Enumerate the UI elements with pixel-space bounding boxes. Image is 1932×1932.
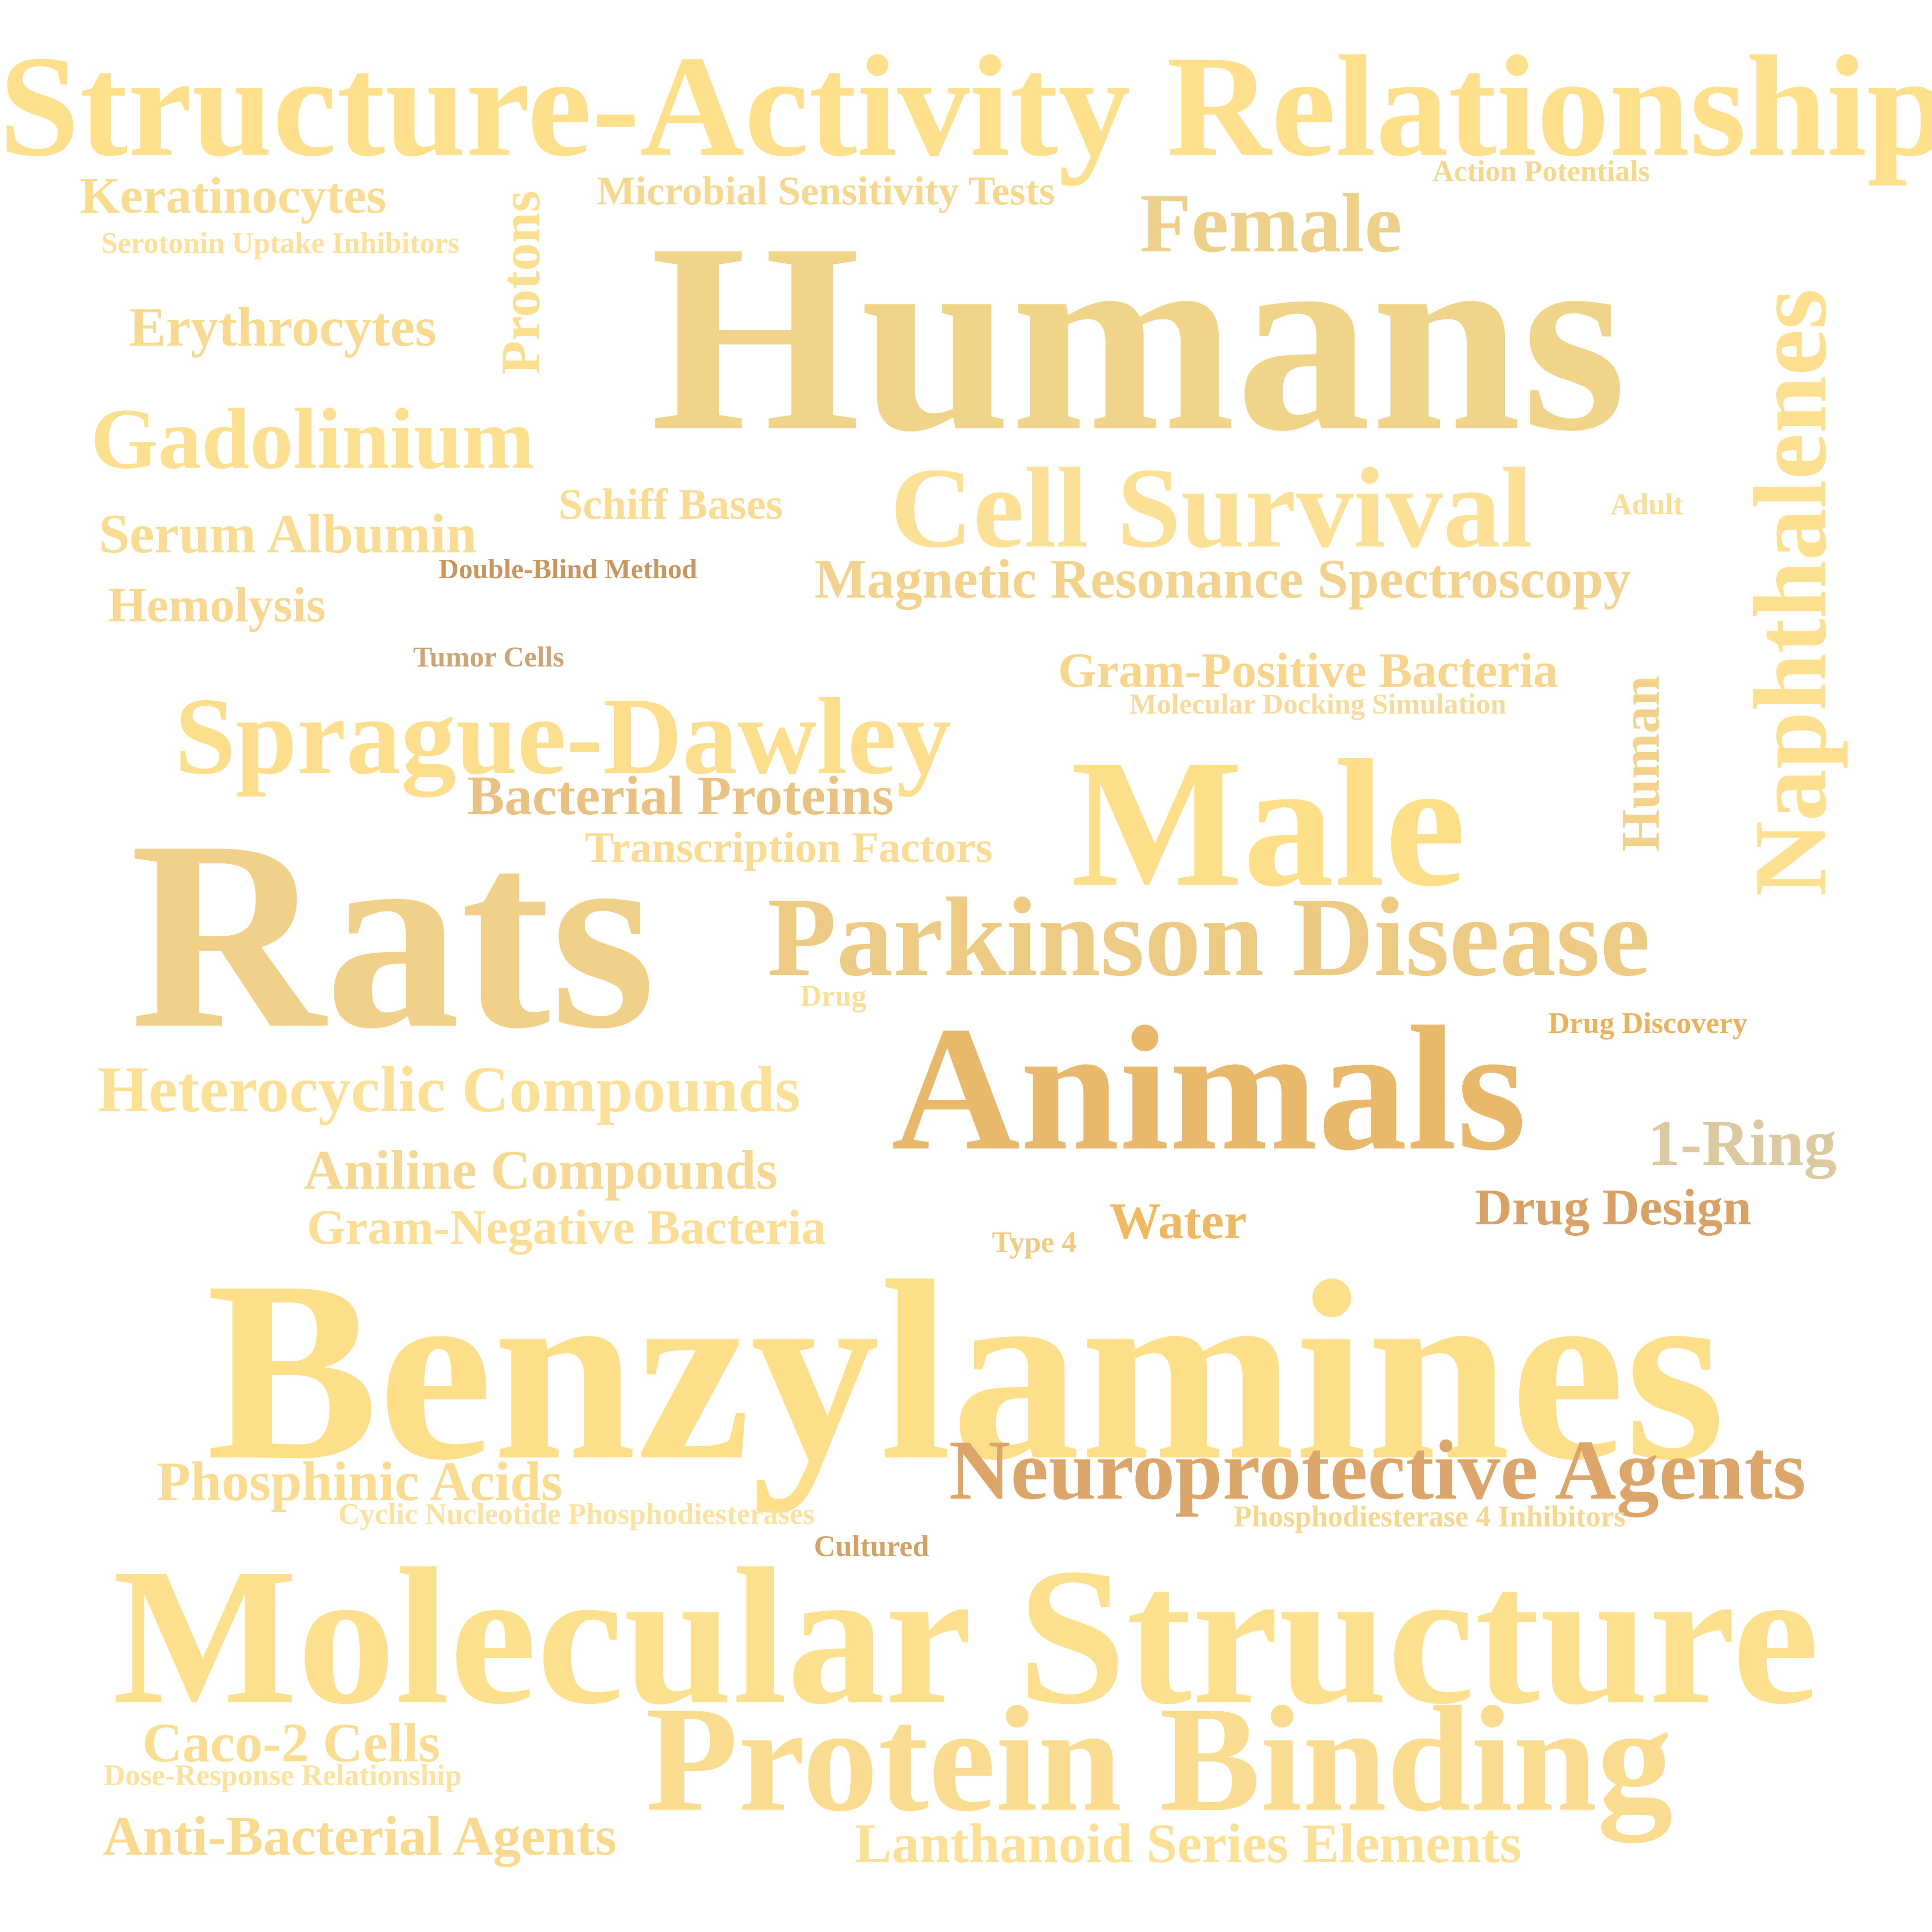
word-serotonin-uptake-inhibitors: Serotonin Uptake Inhibitors xyxy=(101,227,460,259)
word-phosphinic-acids: Phosphinic Acids xyxy=(156,1451,563,1512)
word-cultured: Cultured xyxy=(813,1530,930,1563)
word-protein-binding: Protein Binding xyxy=(645,1675,1673,1843)
word-magnetic-resonance-spectroscopy: Magnetic Resonance Spectroscopy xyxy=(814,548,1631,610)
word-molecular-structure: Molecular Structure xyxy=(112,1528,1819,1745)
word-gram-negative-bacteria: Gram-Negative Bacteria xyxy=(307,1200,826,1255)
word-rats: Rats xyxy=(130,785,656,1085)
word-male: Male xyxy=(1070,722,1466,924)
word-drug-discovery: Drug Discovery xyxy=(1548,1007,1747,1039)
word-erythrocytes: Erythrocytes xyxy=(129,297,436,358)
word-lanthanoid-series-elements: Lanthanoid Series Elements xyxy=(854,1813,1522,1874)
word-neuroprotective-agents: Neuroprotective Agents xyxy=(949,1423,1806,1517)
word-molecular-docking-simulation: Molecular Docking Simulation xyxy=(1129,688,1506,720)
word-gadolinium: Gadolinium xyxy=(90,390,535,487)
word-double-blind-method: Double-Blind Method xyxy=(438,554,697,585)
word-keratinocytes: Keratinocytes xyxy=(79,167,387,224)
word-bacterial-proteins: Bacterial Proteins xyxy=(467,765,894,827)
word-heterocyclic-compounds: Heterocyclic Compounds xyxy=(97,1053,801,1126)
word-type-4: Type 4 xyxy=(992,1226,1077,1259)
word-adult: Adult xyxy=(1610,488,1683,521)
word-naphthalenes: Naphthalenes xyxy=(1733,289,1848,897)
word-cell-survival: Cell Survival xyxy=(890,444,1533,572)
word-schiff-bases: Schiff Bases xyxy=(558,481,783,529)
word-hemolysis: Hemolysis xyxy=(108,577,326,632)
word-gram-positive-bacteria: Gram-Positive Bacteria xyxy=(1058,643,1558,698)
word-female: Female xyxy=(1139,177,1402,270)
word-transcription-factors: Transcription Factors xyxy=(584,824,993,872)
word-drug: Drug xyxy=(800,979,867,1012)
word-cyclic-nucleotide-phosphodiesterases: Cyclic Nucleotide Phosphodiesterases xyxy=(338,1498,814,1530)
word-benzylamines: Benzylamines xyxy=(206,1228,1726,1513)
word-tumor-cells: Tumor Cells xyxy=(413,641,564,673)
word-drug-design: Drug Design xyxy=(1475,1179,1751,1236)
word-dose-response-relationship: Dose-Response Relationship xyxy=(104,1759,462,1792)
word-serum-albumin: Serum Albumin xyxy=(98,503,477,565)
word-action-potentials: Action Potentials xyxy=(1432,155,1650,187)
word-human: Human xyxy=(1610,675,1671,852)
word-phosphodiesterase-4-inhibitors: Phosphodiesterase 4 Inhibitors xyxy=(1233,1500,1626,1533)
word-animals: Animals xyxy=(891,989,1527,1187)
word-anti-bacterial-agents: Anti-Bacterial Agents xyxy=(103,1806,617,1867)
word-caco-2-cells: Caco-2 Cells xyxy=(142,1712,440,1774)
word-aniline-compounds: Aniline Compounds xyxy=(304,1140,778,1201)
word-water: Water xyxy=(1109,1193,1247,1250)
word-parkinson-disease: Parkinson Disease xyxy=(767,875,1650,1000)
word-protons: Protons xyxy=(490,190,552,375)
word-structure-activity-relationship: Structure-Activity Relationship xyxy=(0,26,1932,186)
word-microbial-sensitivity-tests: Microbial Sensitivity Tests xyxy=(597,168,1055,213)
word-sprague-dawley: Sprague-Dawley xyxy=(174,675,952,797)
word-humans: Humans xyxy=(650,187,1627,487)
word-1-ring: 1-Ring xyxy=(1647,1106,1837,1179)
